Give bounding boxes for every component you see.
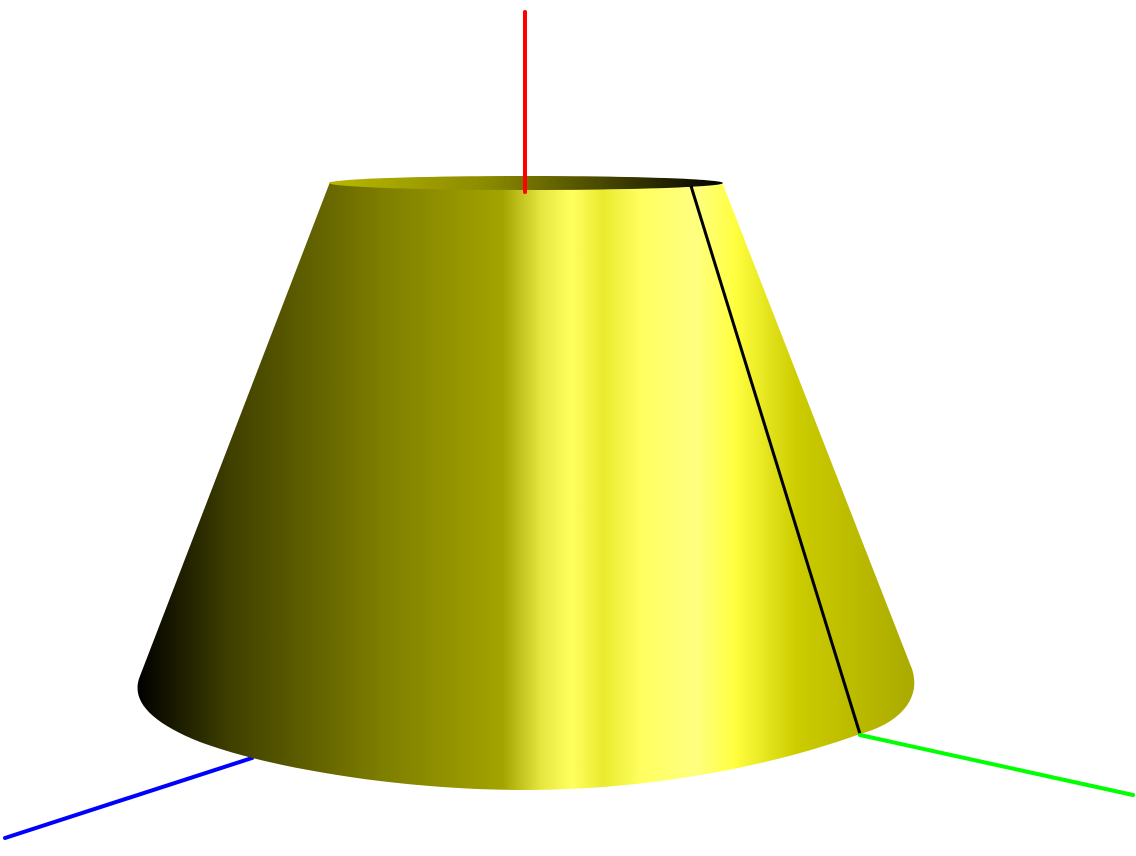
left-axis-line — [3, 756, 254, 840]
right-axis-line — [858, 733, 1135, 797]
cone-side-surface — [137, 182, 915, 790]
cone-seam-line — [689, 185, 862, 735]
